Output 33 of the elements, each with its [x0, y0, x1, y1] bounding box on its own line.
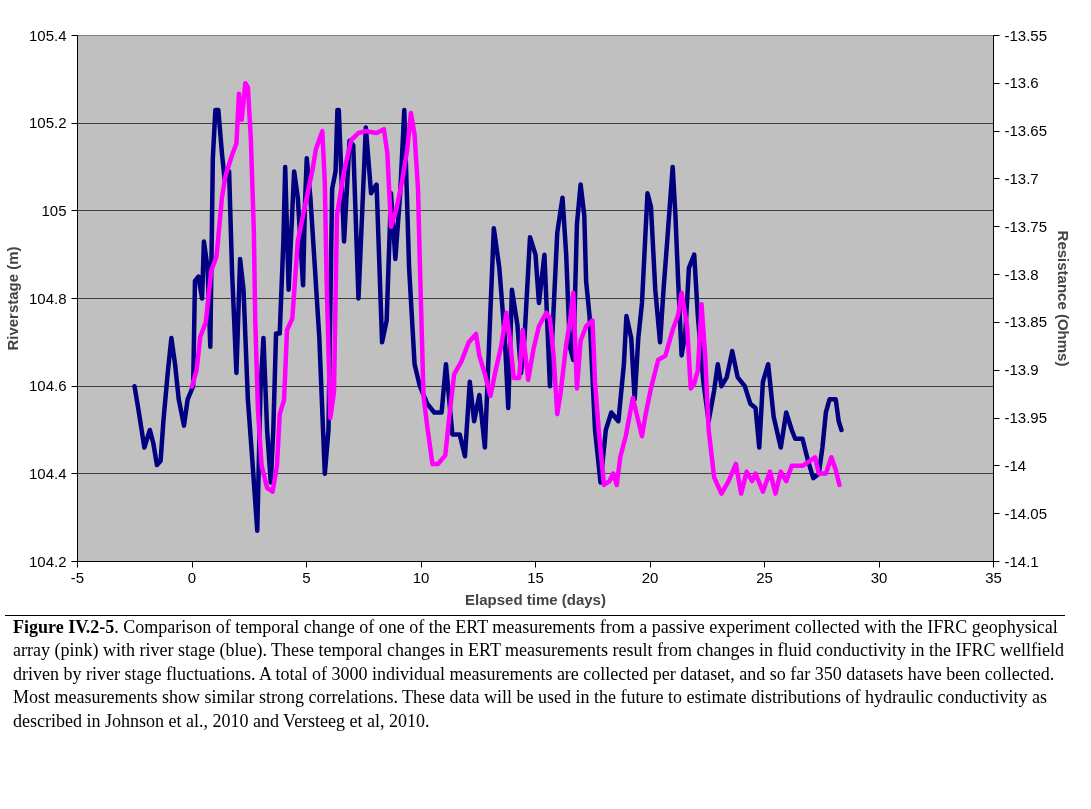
x-tick-label: 25	[756, 568, 773, 586]
y-tick-label: 104.4	[28, 464, 67, 482]
y2-tick-label: -13.85	[1004, 313, 1048, 331]
line-series	[189, 81, 842, 496]
x-tick-label: 0	[187, 568, 197, 586]
text: Figure IV.2-5	[13, 617, 115, 637]
x-tick-label: 5	[302, 568, 311, 586]
y-tick-label: 104.2	[28, 552, 67, 570]
y2-tick-label: -13.95	[1004, 409, 1048, 427]
x-tick-label: -5	[70, 568, 85, 586]
y-tick-label: 105.4	[28, 26, 67, 44]
x-axis-title: Elapsed time (days)	[465, 590, 606, 608]
y2-tick-label: -14	[1004, 456, 1027, 474]
y-tick-label: 105	[41, 201, 67, 219]
x-tick-label: 30	[870, 568, 888, 586]
y2-tick-label: -13.55	[1004, 26, 1048, 44]
y2-axis-title: Resistance (Ohms)	[1055, 230, 1073, 367]
y2-tick-label: -13.6	[1004, 74, 1039, 92]
y2-tick-label: -13.65	[1004, 122, 1048, 140]
x-tick-label: 35	[985, 568, 1002, 586]
x-tick-label: 10	[412, 568, 430, 586]
y2-tick-label: -13.9	[1004, 361, 1039, 379]
y2-tick-label: -14.1	[1004, 552, 1039, 570]
y-tick-label: 105.2	[28, 114, 67, 132]
y-axis-title: Riverstage (m)	[3, 246, 21, 351]
y-tick-label: 104.8	[28, 289, 67, 307]
x-tick-label: 15	[527, 568, 544, 586]
y2-tick-label: -13.8	[1004, 265, 1039, 283]
y2-tick-label: -13.75	[1004, 217, 1048, 235]
x-tick-label: 20	[641, 568, 659, 586]
y-tick-label: 104.6	[28, 377, 67, 395]
y2-tick-label: -13.7	[1004, 169, 1039, 187]
y2-tick-label: -14.05	[1004, 504, 1048, 522]
